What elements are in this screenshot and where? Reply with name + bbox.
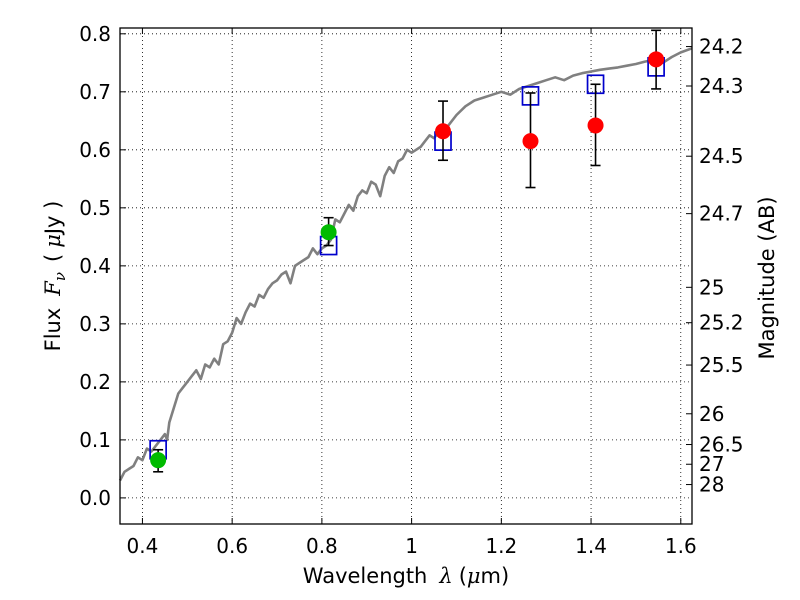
observed-flux-point xyxy=(435,123,452,140)
magnitude-tick-label: 28 xyxy=(699,473,724,497)
tick-marks xyxy=(120,28,692,524)
x-tick-label: 0.8 xyxy=(306,534,338,558)
magnitude-tick-label: 25.5 xyxy=(699,353,744,377)
y-tick-label: 0.6 xyxy=(79,138,111,162)
x-axis-title: Wavelength λ (μm) xyxy=(303,564,509,588)
magnitude-tick-label: 24.2 xyxy=(699,35,744,59)
y-tick-label: 0.3 xyxy=(79,312,111,336)
observed-flux-point xyxy=(648,51,665,68)
magnitude-tick-label: 24.5 xyxy=(699,144,744,168)
magnitude-tick-label: 25 xyxy=(699,275,724,299)
series-layer xyxy=(118,29,693,482)
magnitude-tick-label: 24.7 xyxy=(699,202,744,226)
magnitude-tick-label: 27 xyxy=(699,452,724,476)
x-tick-label: 1.4 xyxy=(575,534,607,558)
magnitude-tick-label: 26 xyxy=(699,402,724,426)
magnitude-tick-label: 25.2 xyxy=(699,311,744,335)
y-tick-label: 0.8 xyxy=(79,22,111,46)
observed-flux-point xyxy=(522,133,539,150)
tick-labels: 0.4 0.6 0.8 1 1.2 1.4 1.6 0.0 0.1 0.2 0.3 0.4 0.5 0.6… xyxy=(79,22,743,558)
observed-flux-point xyxy=(587,117,604,134)
y-tick-label: 0.0 xyxy=(79,486,111,510)
magnitude-tick-label: 26.5 xyxy=(699,433,744,457)
y-axis-title: FluxFν(μJy ) xyxy=(41,201,69,352)
y-tick-label: 0.4 xyxy=(79,254,111,278)
x-tick-label: 1 xyxy=(405,534,418,558)
observed-flux-point xyxy=(150,452,167,469)
y-tick-label: 0.2 xyxy=(79,370,111,394)
observed-flux-point xyxy=(320,224,337,241)
model-spectrum-line xyxy=(118,47,693,482)
y-tick-label: 0.5 xyxy=(79,196,111,220)
y-tick-label: 0.7 xyxy=(79,80,111,104)
x-tick-label: 0.4 xyxy=(127,534,159,558)
y-tick-label: 0.1 xyxy=(79,428,111,452)
magnitude-tick-label: 24.3 xyxy=(699,74,744,98)
plot-frame xyxy=(119,27,693,525)
x-tick-label: 0.6 xyxy=(216,534,248,558)
x-tick-label: 1.2 xyxy=(485,534,517,558)
x-tick-label: 1.6 xyxy=(665,534,697,558)
grid-lines xyxy=(120,28,692,524)
secondary-y-axis-title: Magnitude (AB) xyxy=(755,196,779,359)
